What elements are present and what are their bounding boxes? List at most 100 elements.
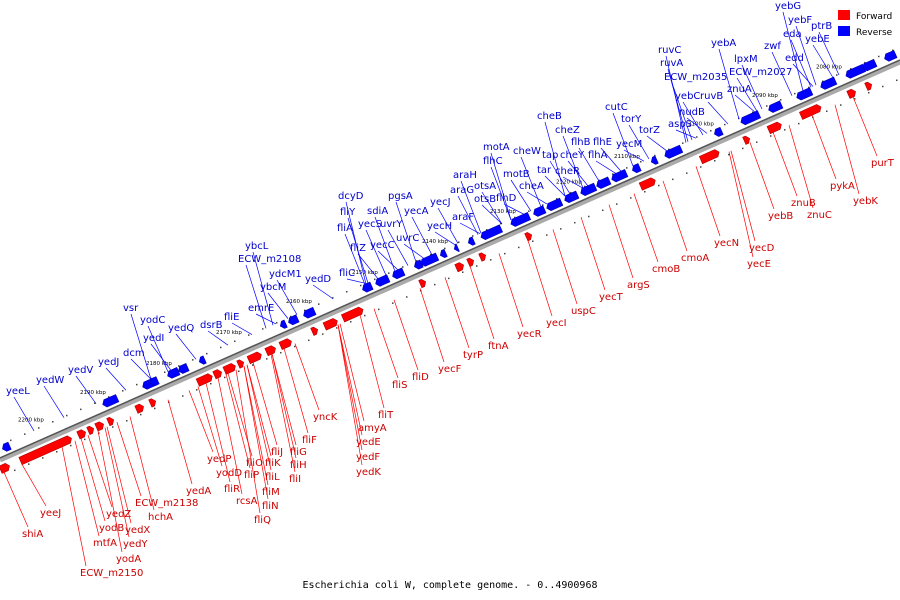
- reverse-gene-feature: [768, 100, 784, 113]
- forward-leader-line: [80, 438, 106, 522]
- gene-label-flir: fliR: [224, 484, 240, 495]
- gene-label-yedd: yedD: [305, 274, 331, 285]
- reverse-gene-feature: [288, 314, 300, 326]
- ruler-dot: [644, 190, 646, 193]
- ruler-dot: [276, 321, 278, 324]
- forward-gene-feature: [846, 88, 856, 99]
- gene-label-tyrp: tyrP: [463, 350, 483, 361]
- forward-leader-line: [271, 353, 297, 459]
- gene-label-chez: cheZ: [555, 125, 580, 136]
- gene-label-fliq: fliQ: [254, 515, 271, 526]
- reverse-leader-line: [790, 39, 812, 88]
- reverse-gene-feature: [564, 190, 580, 204]
- forward-gene-feature: [195, 373, 213, 387]
- ruler-tick-label: 2120 kbp: [556, 180, 582, 186]
- forward-gene-feature: [766, 121, 782, 135]
- forward-leader-line: [337, 324, 363, 436]
- forward-leader-line: [811, 114, 837, 180]
- gene-label-chey: cheY: [560, 150, 585, 161]
- ruler-dot: [462, 271, 464, 273]
- ruler-dot: [238, 370, 240, 373]
- gene-label-mtfa: mtfA: [93, 538, 117, 549]
- forward-gene-feature: [638, 177, 656, 191]
- forward-gene-feature: [212, 369, 222, 380]
- gene-label-yodc: yodC: [140, 315, 165, 326]
- forward-leader-line: [87, 434, 113, 508]
- gene-label-ruva: ruvA: [660, 58, 683, 69]
- reverse-leader-line: [312, 284, 334, 300]
- forward-leader-line: [469, 266, 495, 340]
- reverse-gene-feature: [611, 169, 629, 183]
- ruler-tick-label: 2180 kbp: [146, 361, 172, 367]
- gene-label-ybcl: ybcL: [245, 241, 269, 252]
- forward-gene-feature: [798, 104, 822, 120]
- ruler-dot: [472, 235, 474, 237]
- ruler-dot: [696, 136, 698, 138]
- gene-label-shia: shiA: [22, 529, 43, 540]
- ruler-dot: [700, 166, 702, 168]
- forward-leader-line: [337, 324, 363, 466]
- gene-label-yebg: yebG: [775, 1, 801, 12]
- gene-label-ftna: ftnA: [488, 341, 509, 352]
- gene-label-znuc: znuC: [807, 210, 832, 221]
- ruler-tick-label: 2150 kbp: [352, 270, 378, 276]
- gene-label-yeci: yecI: [546, 318, 567, 329]
- reverse-leader-line: [771, 51, 793, 96]
- ruler-dot: [836, 74, 838, 76]
- gene-label-flhc: flhC: [483, 156, 503, 167]
- ruler-dot: [686, 172, 688, 174]
- ruler-dot: [822, 80, 824, 82]
- gene-label-flip: fliP: [244, 470, 259, 481]
- forward-leader-line: [225, 373, 251, 469]
- reverse-leader-line: [736, 77, 758, 112]
- ruler-dot: [112, 426, 114, 428]
- gene-label-yece: yecE: [747, 259, 771, 270]
- gene-label-yecm: yecM: [616, 139, 642, 150]
- gene-label-yeda: yedA: [186, 486, 211, 497]
- reverse-gene-feature: [453, 243, 460, 252]
- reverse-leader-line: [646, 135, 668, 152]
- ruler-dot: [640, 160, 642, 163]
- forward-leader-line: [167, 399, 193, 485]
- reverse-leader-line: [682, 101, 704, 136]
- forward-leader-line: [21, 464, 47, 507]
- forward-leader-line: [116, 422, 142, 497]
- forward-leader-line: [749, 142, 775, 210]
- gene-label-flih: fliH: [290, 460, 307, 471]
- ruler-dot: [28, 463, 30, 465]
- forward-leader-line: [246, 364, 272, 457]
- gene-label-yebb: yebB: [768, 211, 793, 222]
- ruler-dot: [588, 215, 590, 218]
- ruler-dot: [798, 122, 800, 125]
- ruler-dot: [794, 92, 796, 95]
- forward-leader-line: [419, 288, 445, 363]
- reverse-leader-line: [665, 55, 687, 143]
- gene-label-pgsa: pgsA: [388, 191, 413, 202]
- reverse-leader-line: [460, 180, 482, 234]
- ruler-dot: [682, 142, 684, 144]
- gene-label-ruvb: ruvB: [700, 91, 723, 102]
- gene-label-yeca: yecA: [404, 206, 429, 217]
- ruler-dot: [182, 395, 184, 397]
- ruler-dot: [486, 229, 488, 231]
- forward-gene-feature: [94, 421, 104, 432]
- forward-leader-line: [205, 382, 231, 483]
- gene-label-flit: fliT: [378, 410, 394, 421]
- ruler-dot: [658, 184, 660, 187]
- forward-leader-line: [527, 240, 553, 317]
- ruler-dot: [500, 222, 502, 225]
- reverse-leader-line: [718, 48, 740, 120]
- forward-leader-line: [252, 362, 278, 446]
- ruler-dot: [164, 371, 166, 373]
- ruler-dot: [364, 314, 366, 317]
- reverse-leader-line: [387, 229, 409, 266]
- reverse-leader-line: [812, 44, 834, 78]
- gene-label-tory: torY: [621, 114, 642, 125]
- reverse-leader-line: [671, 82, 693, 141]
- reverse-leader-line: [374, 216, 396, 272]
- legend-forward-label: Forward: [856, 12, 892, 22]
- gene-label-yedi: yedI: [143, 333, 164, 344]
- ruler-dot: [248, 334, 250, 336]
- gene-label-yede: yedE: [356, 437, 381, 448]
